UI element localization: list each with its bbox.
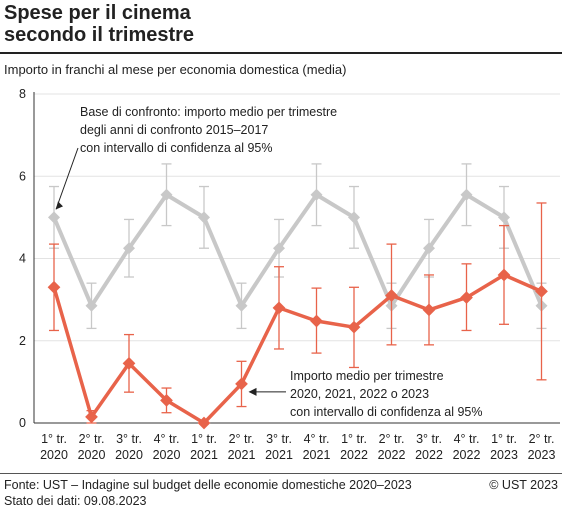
data-point (160, 188, 173, 201)
reference-annotation-arrowhead (56, 201, 63, 210)
x-tick-quarter: 2° tr. (229, 432, 255, 446)
series-line (52, 192, 544, 308)
data-point (122, 357, 136, 370)
data-point (422, 303, 436, 317)
x-tick-label: 1° tr. 2020 (40, 432, 68, 462)
source-note: Fonte: UST – Indagine sul budget delle e… (4, 478, 412, 492)
x-tick-year: 2021 (303, 448, 331, 462)
y-tick-label: 0 (19, 416, 26, 430)
x-tick-year: 2022 (378, 448, 406, 462)
x-tick-quarter: 3° tr. (416, 432, 442, 446)
x-tick-quarter: 2° tr. (79, 432, 105, 446)
x-tick-year: 2020 (115, 448, 143, 462)
data-point (348, 211, 360, 224)
data-point (160, 394, 173, 407)
x-tick-label: 4° tr. 2020 (153, 432, 181, 462)
data-point (273, 242, 285, 255)
y-tick-label: 8 (19, 87, 26, 101)
data-point (423, 242, 435, 255)
series-line (52, 273, 543, 425)
data-point (197, 416, 211, 430)
x-tick-label: 1° tr. 2023 (490, 432, 518, 462)
current-annotation-line: Importo medio per trimestre (290, 369, 444, 383)
x-tick-label: 3° tr. 2022 (415, 432, 443, 462)
data-point (460, 188, 473, 201)
x-tick-year: 2021 (265, 448, 293, 462)
x-tick-year: 2020 (40, 448, 68, 462)
data-point (460, 291, 473, 304)
data-point (47, 280, 61, 294)
data-point (347, 320, 361, 334)
x-tick-label: 3° tr. 2021 (265, 432, 293, 462)
series-current (47, 202, 548, 430)
x-tick-label: 4° tr. 2022 (453, 432, 481, 462)
x-tick-quarter: 1° tr. (191, 432, 217, 446)
y-tick-label: 6 (19, 169, 26, 183)
x-tick-label: 3° tr. 2020 (115, 432, 143, 462)
x-tick-label: 2° tr. 2023 (528, 432, 556, 462)
reference-annotation-line: Base di confronto: importo medio per tri… (80, 105, 337, 119)
copyright-note: © UST 2023 (489, 478, 558, 492)
x-tick-quarter: 4° tr. (454, 432, 480, 446)
x-tick-quarter: 3° tr. (266, 432, 292, 446)
x-tick-quarter: 1° tr. (491, 432, 517, 446)
y-tick-label: 2 (19, 334, 26, 348)
data-date-note: Stato dei dati: 09.08.2023 (4, 494, 147, 508)
data-point (385, 289, 398, 302)
x-tick-year: 2023 (528, 448, 556, 462)
data-point (123, 242, 135, 255)
x-tick-quarter: 1° tr. (41, 432, 67, 446)
x-tick-label: 2° tr. 2021 (228, 432, 256, 462)
x-tick-label: 1° tr. 2021 (190, 432, 218, 462)
x-tick-label: 1° tr. 2022 (340, 432, 368, 462)
x-tick-year: 2021 (190, 448, 218, 462)
data-point (198, 211, 210, 224)
x-tick-label: 4° tr. 2021 (303, 432, 331, 462)
footer-divider (0, 473, 562, 474)
x-tick-year: 2020 (78, 448, 106, 462)
x-tick-year: 2022 (340, 448, 368, 462)
data-point (85, 299, 98, 312)
data-point (498, 211, 510, 224)
x-tick-year: 2022 (415, 448, 443, 462)
data-point (310, 314, 323, 328)
data-point (272, 301, 286, 315)
reference-annotation-arrow-line (55, 147, 79, 210)
reference-annotation-line: degli anni di confronto 2015–2017 (80, 123, 268, 137)
data-point (310, 188, 323, 201)
reference-annotation-line: con intervallo di confidenza al 95% (80, 141, 272, 155)
data-point (48, 211, 60, 224)
current-annotation-line: 2020, 2021, 2022 o 2023 (290, 387, 429, 401)
data-point (235, 377, 248, 391)
data-point (497, 268, 511, 282)
x-tick-quarter: 4° tr. (154, 432, 180, 446)
x-tick-year: 2020 (153, 448, 181, 462)
series-reference (48, 163, 548, 330)
current-annotation-line: con intervallo di confidenza al 95% (290, 405, 482, 419)
x-tick-year: 2023 (490, 448, 518, 462)
data-point (235, 299, 248, 312)
x-tick-quarter: 2° tr. (379, 432, 405, 446)
x-tick-quarter: 3° tr. (116, 432, 142, 446)
chart-title: Spese per il cinema secondo il trimestre (4, 2, 194, 46)
chart-subtitle: Importo in franchi al mese per economia … (4, 62, 347, 77)
x-tick-quarter: 4° tr. (304, 432, 330, 446)
title-divider (0, 52, 562, 54)
x-tick-label: 2° tr. 2022 (378, 432, 406, 462)
x-tick-year: 2022 (453, 448, 481, 462)
y-tick-label: 4 (19, 252, 26, 266)
x-tick-quarter: 1° tr. (341, 432, 367, 446)
title-line-1: Spese per il cinema (4, 2, 191, 24)
current-annotation-arrowhead (248, 387, 257, 396)
title-line-2: secondo il trimestre (4, 24, 195, 46)
x-tick-label: 2° tr. 2020 (78, 432, 106, 462)
x-tick-quarter: 2° tr. (529, 432, 555, 446)
x-tick-year: 2021 (228, 448, 256, 462)
data-point (85, 410, 98, 424)
